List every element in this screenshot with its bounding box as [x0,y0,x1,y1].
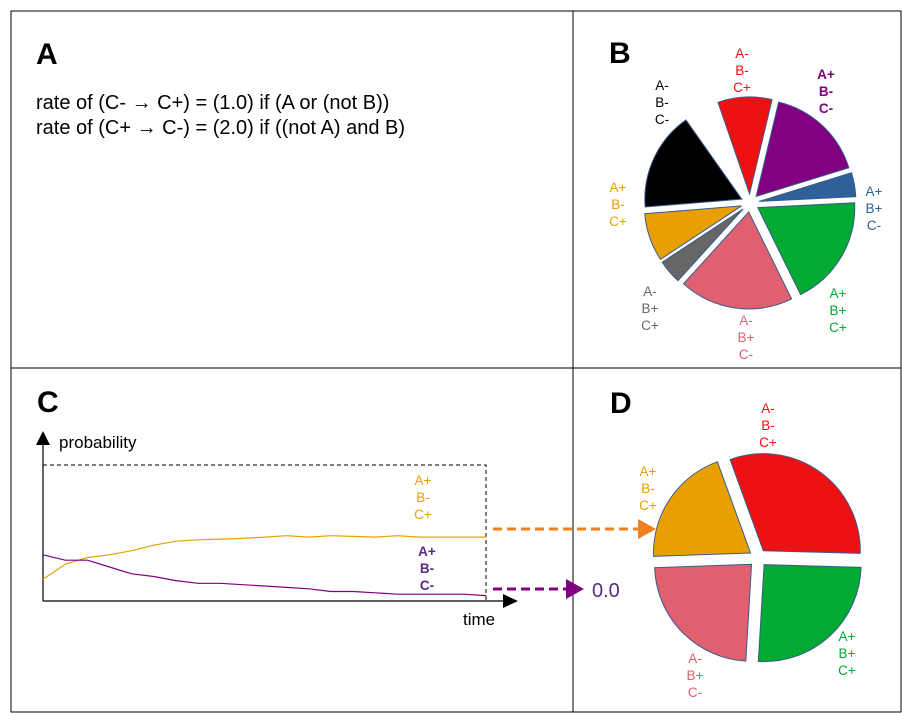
pie-chart-b [644,96,857,310]
series-line-apbmcm [42,554,487,597]
pie-label-apbmcm: A+ B-C- [817,67,835,116]
pie-slice-ambpcm [682,211,793,310]
pie-d-labels: A-B-C+ A+ B+ C+ A-B+ C- A+ B-C+ [639,401,856,700]
panel-letter-d: D [610,387,632,420]
pie-slice-apbpcp [757,564,862,663]
series-lines [42,535,487,597]
pie-slice-ambpcm [654,563,753,662]
series-label-apbmcm: A+ B-C- [418,544,436,593]
zero-value-label: 0.0 [592,580,620,602]
panel-b: B A-B-C+ A+ B-C- A+ B+ C- A+ B+ C+ A-B+ C- A-B+ C+ A+… [609,37,883,362]
pie-slice-apbmcp [644,205,742,261]
pie-label-apbpcp: A+ B+ C+ [829,286,847,335]
pie-label-apbmcp: A+ B-C+ [639,464,657,513]
panel-a: A rate of (C- → C+) = (1.0) if (A or (no… [36,38,405,139]
pie-slice-ambpcp [661,208,744,282]
y-axis-arrowhead [36,431,50,445]
outer-border [10,10,902,713]
purple-arrowhead [566,579,584,599]
panel-d: D A-B-C+ A+ B+ C+ A-B+ C- A+ B-C+ [610,387,862,700]
x-axis-label: time [463,610,495,629]
pie-label-apbpcm: A+ B+ C- [866,184,883,233]
pie-slice-ambmcp [717,96,773,196]
pie-label-ambmcp: A-B-C+ [733,46,751,95]
pie-label-apbmcp: A+ B-C+ [609,180,627,229]
y-axis-label: probability [59,433,137,452]
pie-b-labels: A-B-C+ A+ B-C- A+ B+ C- A+ B+ C+ A-B+ C- A-B+ C+ A+ B-… [609,46,882,362]
pie-chart-d [653,453,862,663]
pie-slice-apbmcp [653,461,752,557]
rule-line-2: rate of (C+ → C-) = (2.0) if ((not A) an… [36,117,405,139]
pie-slice-apbpcm [758,172,857,202]
panel-c: C probability time A+ B-C+ A+ B-C- 0.0 [36,386,656,629]
panel-letter-a: A [36,38,58,71]
series-labels: A+ B-C+ A+ B-C- [414,473,436,593]
pie-label-ambpcm: A-B+ C- [738,313,755,362]
pie-slice-apbmcm [755,101,850,198]
pie-label-apbpcp: A+ B+ C+ [838,629,856,678]
pie-label-ambmcm: A-B-C- [655,78,669,127]
rule-line-1: rate of (C- → C+) = (1.0) if (A or (not … [36,92,389,114]
series-line-apbmcp [42,535,486,580]
pie-slice-ambmcp [729,453,861,554]
series-label-apbmcp: A+ B-C+ [414,473,432,522]
panel-letter-b: B [609,37,631,70]
plot-window-dashed-box [43,464,487,601]
panel-letter-c: C [37,386,59,419]
orange-arrowhead [638,519,656,539]
pie-label-ambpcm: A-B+ C- [687,651,704,700]
x-axis-arrowhead [503,594,518,608]
pie-slice-apbpcp [756,202,856,296]
pie-slice-ambmcm [644,119,743,208]
panel-grid [10,10,902,713]
pie-label-ambmcp: A-B-C+ [759,401,777,450]
pie-label-ambpcp: A-B+ C+ [641,284,659,333]
